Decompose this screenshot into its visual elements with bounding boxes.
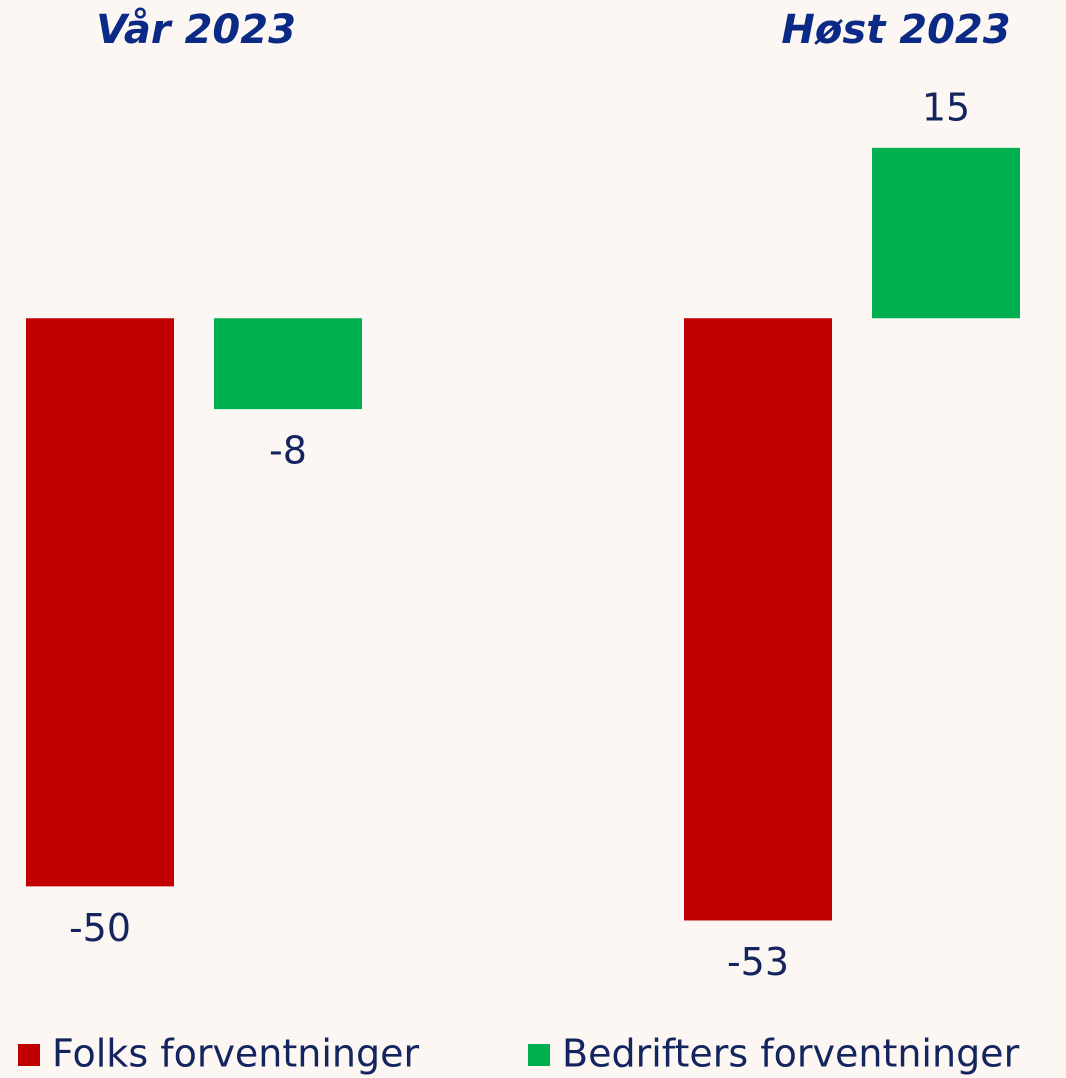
legend-label: Folks forventninger [52,1032,420,1076]
legend-swatch [18,1044,40,1066]
bar [214,318,362,410]
legend-label: Bedrifters forventninger [562,1032,1020,1076]
category-label: Vår 2023 [96,7,296,53]
value-label: 15 [922,85,970,129]
bar [684,318,832,921]
category-label: Høst 2023 [781,7,1010,53]
bar [872,147,1020,319]
bar [26,318,174,887]
value-label: -53 [727,940,789,984]
value-label: -50 [69,906,131,950]
value-label: -8 [269,429,307,473]
legend-swatch [528,1044,550,1066]
